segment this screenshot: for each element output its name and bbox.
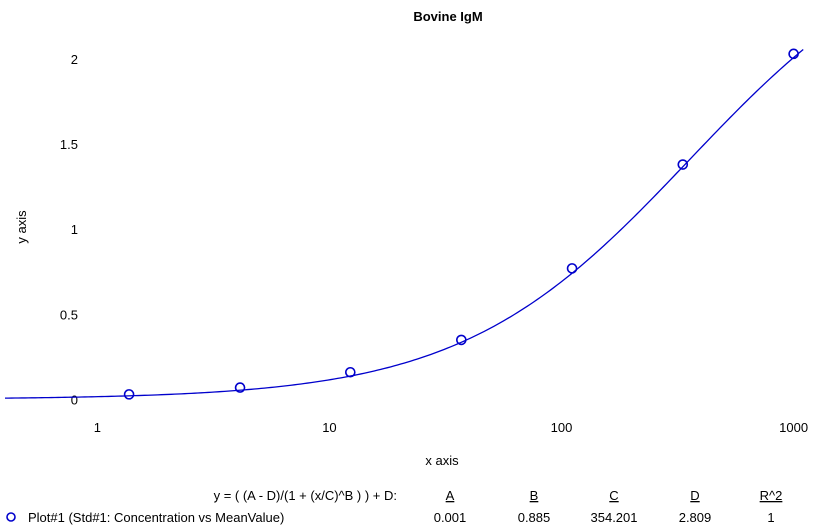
- legend-series-name: Plot#1 (Std#1: Concentration vs MeanValu…: [28, 510, 284, 525]
- x-axis-label: x axis: [425, 453, 459, 468]
- fit-parameter-value: 1: [767, 510, 774, 525]
- fit-parameter-value: 354.201: [591, 510, 638, 525]
- x-tick-label: 100: [551, 420, 573, 435]
- fit-parameter-value: 0.001: [434, 510, 467, 525]
- y-tick-labels: 0 0.5 1 1.5 2: [60, 52, 78, 408]
- fit-parameter-value: 2.809: [679, 510, 712, 525]
- x-tick-labels: 1 10 100 1000: [94, 420, 808, 435]
- fit-parameter-value: 0.885: [518, 510, 551, 525]
- fit-parameter-header: A: [446, 488, 455, 503]
- y-tick-label: 0.5: [60, 307, 78, 322]
- y-tick-label: 0: [71, 392, 78, 407]
- x-tick-label: 1000: [779, 420, 808, 435]
- legend-marker-circle-icon: [6, 512, 16, 522]
- x-tick-label: 10: [322, 420, 336, 435]
- chart-title: Bovine IgM: [413, 9, 482, 24]
- data-point: [566, 263, 578, 274]
- data-point: [345, 366, 356, 378]
- fit-parameter-header: D: [690, 488, 699, 503]
- fit-parameter-values: 0.001 0.885 354.201 2.809 1: [434, 510, 775, 525]
- y-tick-label: 2: [71, 52, 78, 67]
- y-tick-label: 1.5: [60, 137, 78, 152]
- fit-parameter-header: C: [609, 488, 618, 503]
- fit-curve: [4, 49, 804, 399]
- data-point: [788, 48, 799, 60]
- y-axis-label: y axis: [14, 210, 29, 244]
- fit-parameter-header: B: [530, 488, 539, 503]
- data-point: [234, 382, 246, 393]
- data-point: [123, 389, 135, 400]
- fit-parameter-headers: A B C D R^2: [446, 488, 783, 503]
- data-points: [123, 48, 799, 400]
- x-tick-label: 1: [94, 420, 101, 435]
- fit-parameter-header: R^2: [760, 488, 783, 503]
- y-tick-label: 1: [71, 222, 78, 237]
- data-point: [456, 334, 467, 346]
- data-point: [677, 159, 689, 170]
- fit-equation: y = ( (A - D)/(1 + (x/C)^B ) ) + D:: [214, 488, 397, 503]
